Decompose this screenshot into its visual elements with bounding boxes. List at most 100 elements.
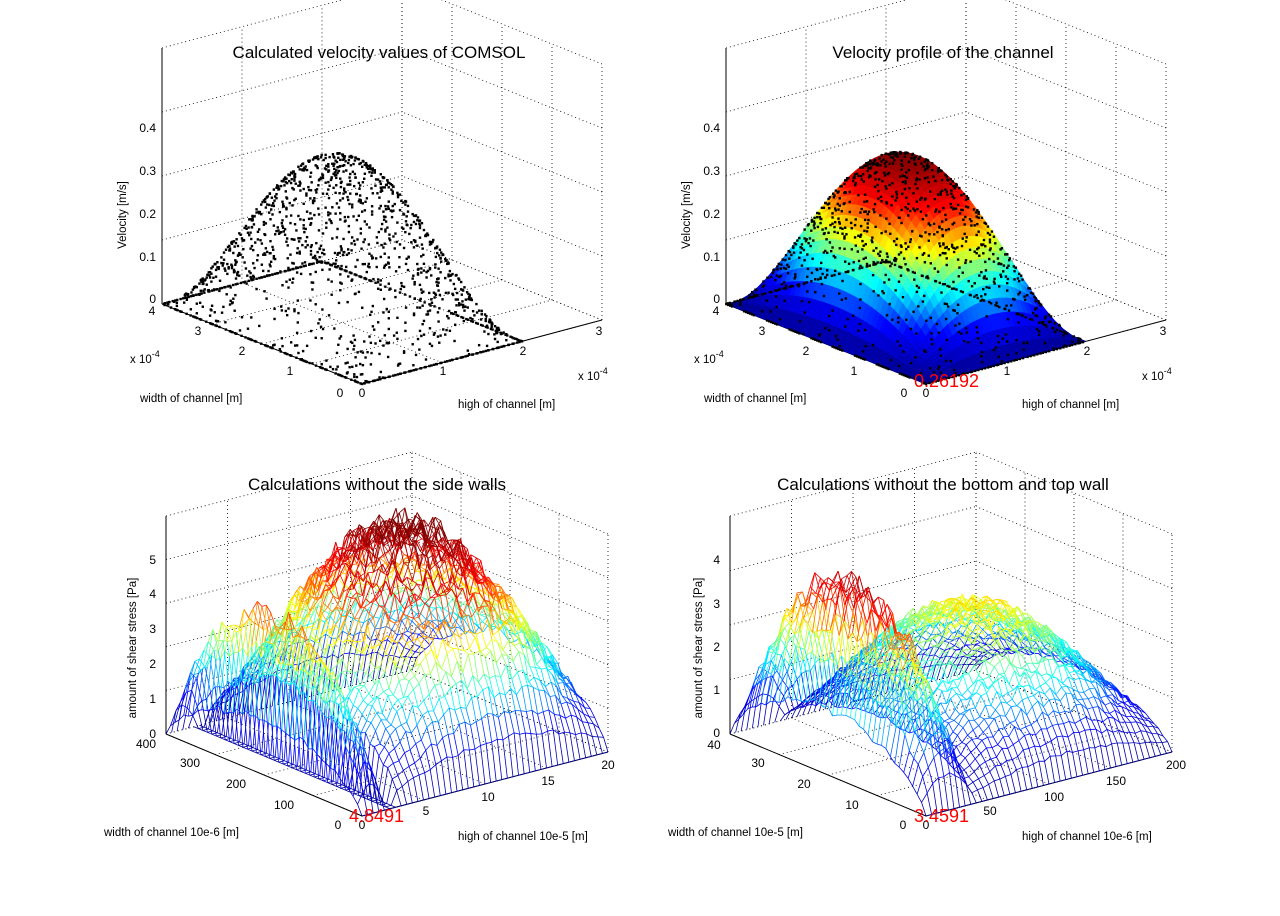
data-point [396,337,399,341]
data-point [444,257,447,261]
data-point [353,373,356,376]
data-point [302,264,306,268]
data-point [1044,350,1048,354]
data-point [806,253,809,256]
data-point [253,339,256,343]
data-point [246,274,249,277]
data-point [822,294,826,298]
data-point [923,261,927,264]
data-point [980,216,984,220]
data-point [867,210,871,213]
data-point [204,278,207,281]
data-point [392,235,395,238]
data-point [869,159,872,162]
data-point [439,271,442,274]
data-point [769,310,772,313]
data-point [939,193,943,196]
data-point [175,301,179,305]
data-point [419,367,422,370]
data-point [824,201,828,205]
data-point [260,242,264,245]
data-point [836,231,840,235]
data-point [950,287,954,290]
data-point [312,262,315,265]
data-point [339,335,343,338]
z-tick-label: 0.4 [703,121,720,135]
data-point [328,263,332,266]
data-point [224,321,227,324]
data-point [733,300,736,303]
data-point [299,189,302,192]
data-point [453,323,457,327]
data-point [353,273,356,276]
data-point [195,293,198,297]
data-point [282,178,285,181]
data-point [935,322,939,326]
data-point [447,275,450,278]
data-point [294,197,297,200]
data-point [373,171,376,174]
data-point [264,206,268,209]
data-point [323,253,326,256]
data-point [432,291,436,294]
data-point [903,155,907,158]
data-point [1068,344,1071,347]
data-point [409,226,412,230]
data-point [299,218,302,221]
data-point [324,181,327,184]
data-point [973,295,976,298]
data-point [394,289,397,292]
data-point [940,169,943,173]
data-point [359,362,362,366]
data-point [484,317,487,321]
data-point [392,209,395,212]
data-point [222,262,225,265]
data-point [404,200,408,203]
data-point [289,341,293,344]
data-point [248,218,251,221]
data-point [856,250,860,253]
data-point [434,293,438,297]
data-point [481,324,484,327]
data-point [273,272,277,276]
data-point [385,307,389,311]
data-point [884,165,887,168]
data-point [428,268,432,271]
data-point [384,207,388,211]
data-point [310,281,313,284]
data-point [889,232,892,236]
data-point [900,168,903,171]
data-point [956,246,959,249]
data-point [907,202,910,206]
data-point [304,360,307,363]
data-point [471,317,474,321]
data-point [293,172,297,176]
data-point [368,170,371,174]
data-point [167,303,170,306]
y-tick-label: 4 [149,304,156,318]
data-point [368,279,371,282]
data-point [433,305,436,308]
data-point [784,286,787,290]
data-point [210,322,213,325]
data-point [238,329,242,332]
data-point [912,192,915,195]
data-point [325,368,328,372]
data-point [346,195,349,199]
data-point [220,286,224,290]
data-point [418,283,422,287]
data-point [316,260,319,264]
data-point [925,214,928,217]
data-point [1044,323,1047,327]
data-point [192,294,196,297]
data-point [334,372,337,375]
data-point [362,240,365,244]
data-point [905,196,908,199]
data-point [804,239,808,243]
data-point [1008,257,1012,260]
data-point [354,176,357,179]
data-point [371,304,375,308]
data-point [910,230,914,233]
data-point [331,367,335,371]
data-point [471,320,475,323]
